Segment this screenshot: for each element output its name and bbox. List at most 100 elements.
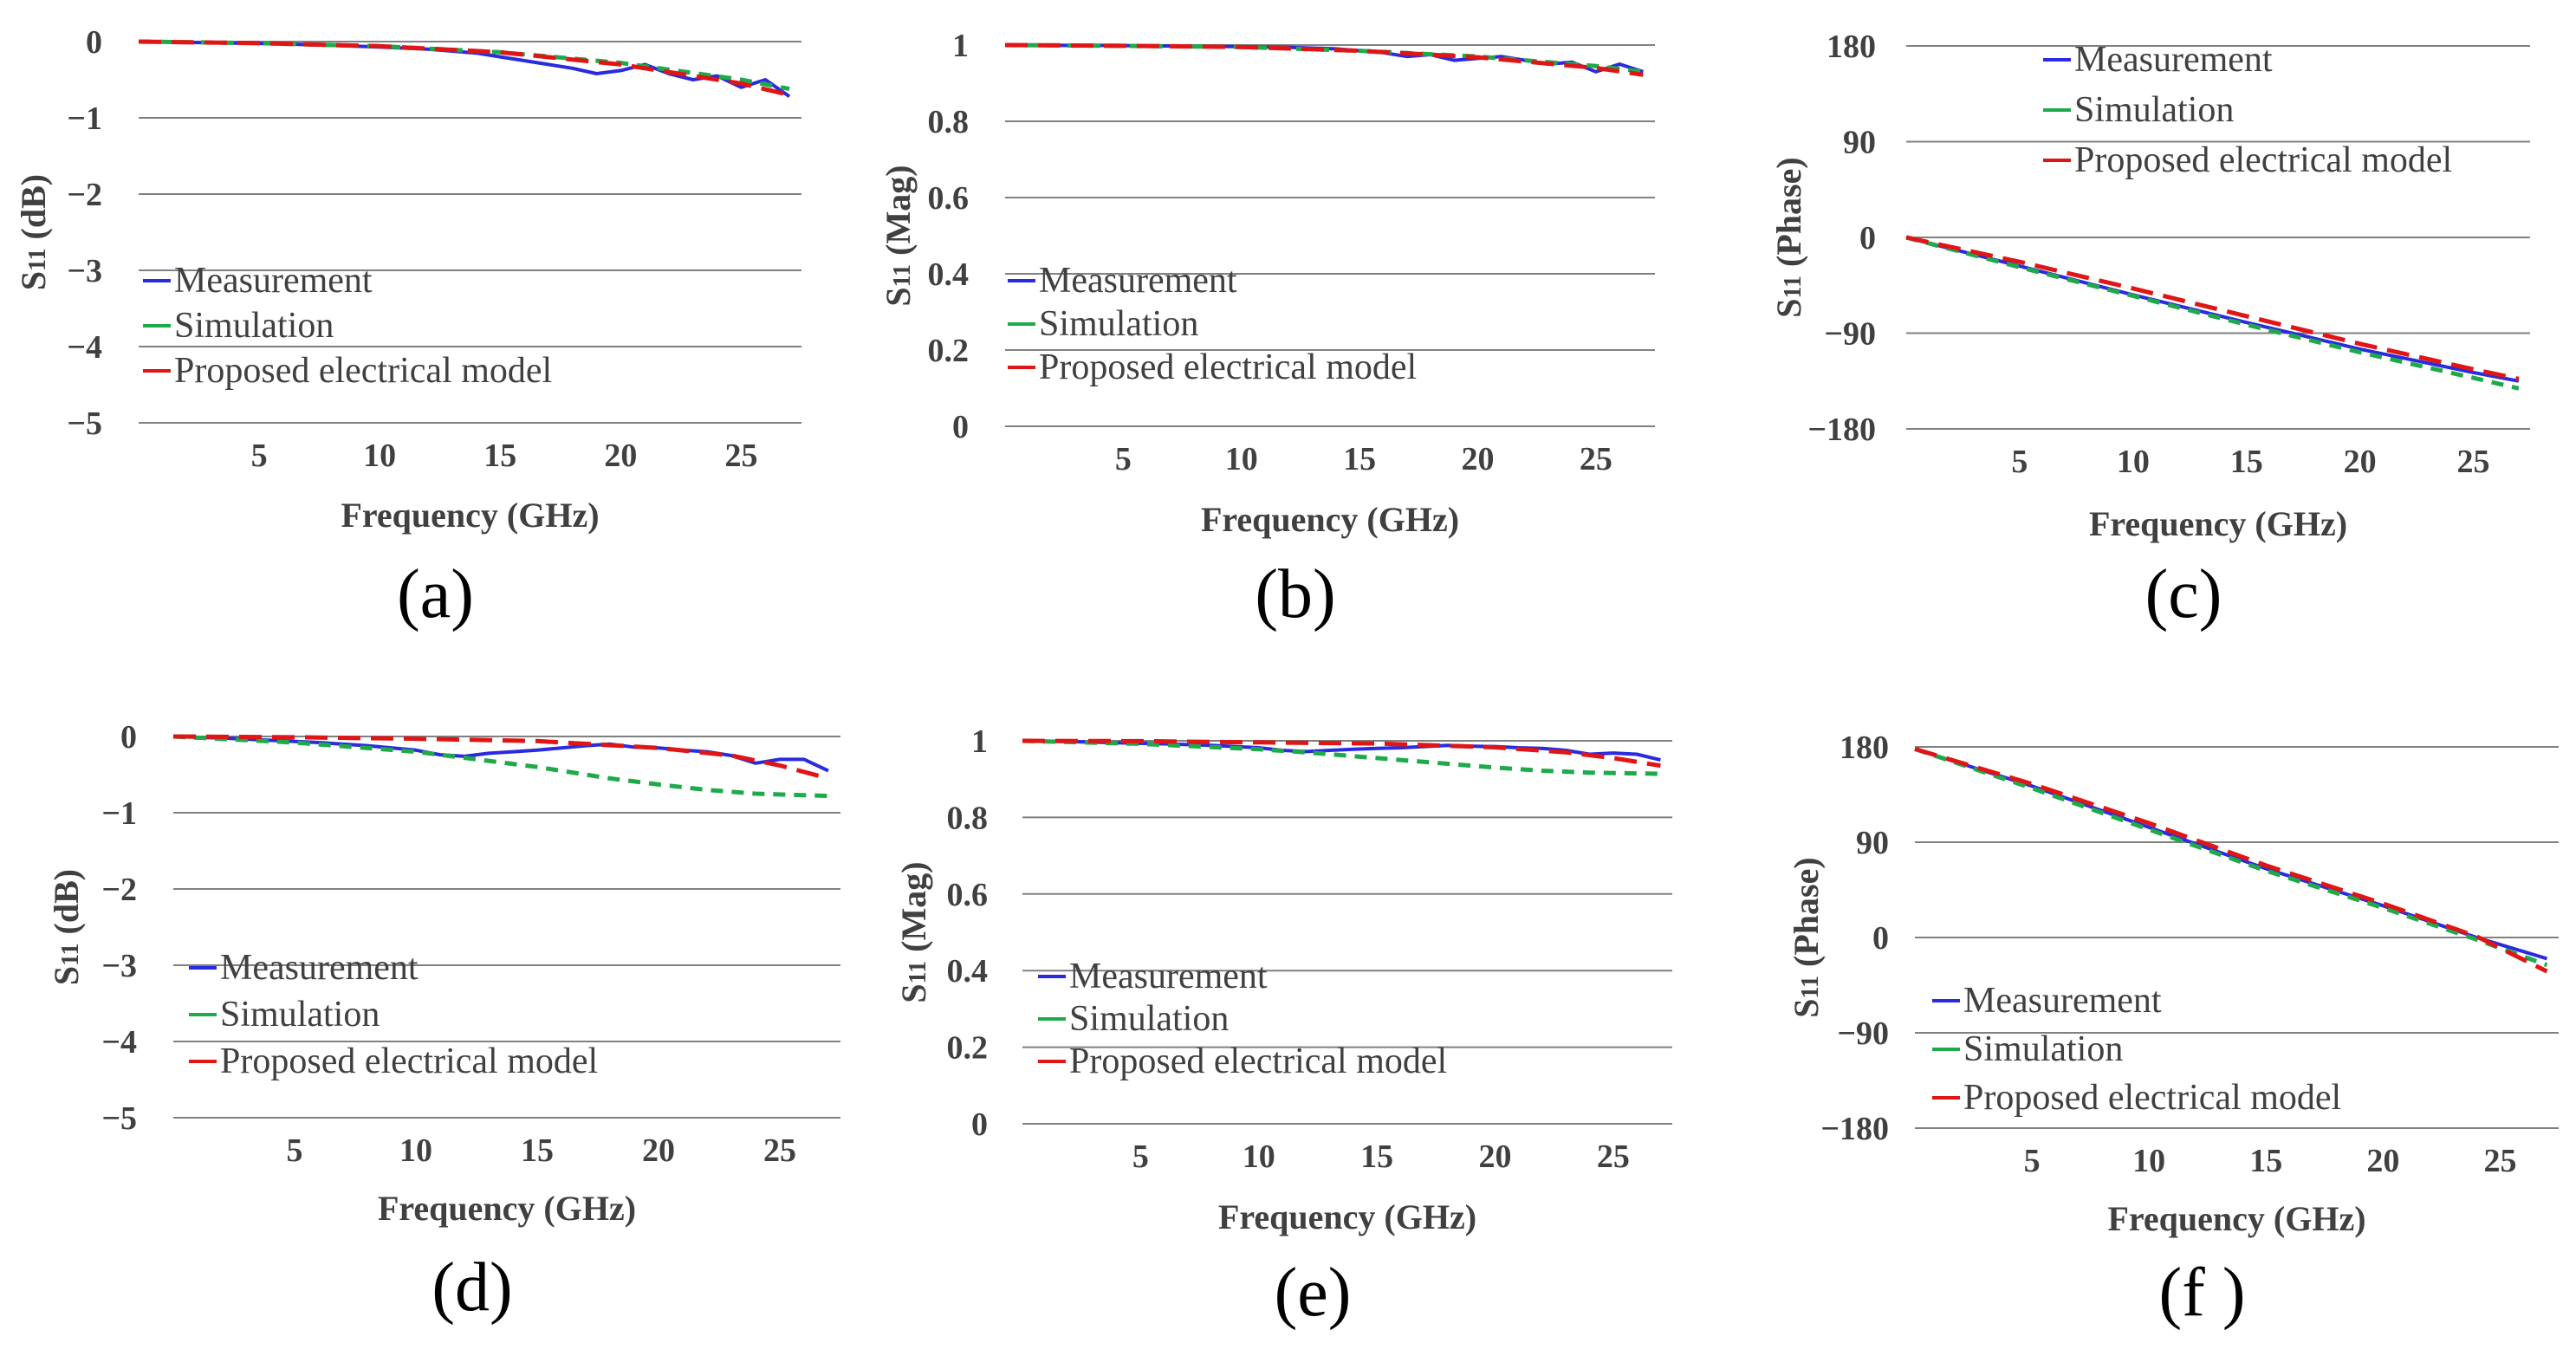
y-tick-label: −180	[1807, 412, 1876, 448]
y-tick-label: 180	[1840, 730, 1889, 766]
y-tick-label: 0.2	[947, 1030, 989, 1067]
panel-label: (c)	[2145, 556, 2222, 633]
chart-panel-4: 0 −1 −2 −3 −4 −5 5 10 15 20 25 Frequency (GHz) S11 (…	[47, 719, 840, 1326]
series-line-measurement	[1905, 236, 2520, 383]
y-axis-label: S11 (Phase)	[1769, 157, 1808, 317]
panel-label: (f )	[2159, 1255, 2246, 1331]
chart-panel-3: 180 90 0 −90 −180 5 10 15 20 25 Frequency (GHz) S11…	[1769, 29, 2530, 633]
series-line-model	[172, 734, 829, 781]
legend-entry: Measurement	[174, 261, 373, 301]
y-tick-label: −1	[101, 795, 137, 832]
x-tick-label: 10	[1243, 1139, 1275, 1175]
y-tick-label: 0.4	[928, 256, 970, 293]
y-tick-label: 0	[971, 1106, 988, 1143]
y-axis-label: S11 (Mag)	[879, 165, 918, 306]
y-tick-label: 0	[86, 24, 102, 61]
x-tick-label: 20	[1478, 1139, 1511, 1175]
x-tick-label: 25	[1597, 1139, 1630, 1175]
x-tick-label: 25	[763, 1132, 796, 1169]
x-tick-label: 10	[2117, 444, 2150, 480]
legend-entry: Simulation	[1039, 304, 1198, 344]
chart-panel-6: 180 90 0 −90 −180 5 10 15 20 25 Frequency (GHz) S11…	[1787, 730, 2559, 1331]
legend-entry: Proposed electrical model	[1039, 347, 1417, 387]
legend-entry: Measurement	[1039, 261, 1237, 301]
x-tick-label: 15	[483, 438, 516, 474]
legend-entry: Simulation	[1069, 999, 1229, 1039]
x-tick-label: 5	[1132, 1139, 1149, 1175]
legend-entry: Simulation	[174, 306, 334, 346]
y-axis-label: S11 (dB)	[47, 869, 86, 985]
x-tick-label: 15	[1343, 441, 1376, 477]
x-axis-label: Frequency (GHz)	[1201, 500, 1459, 539]
x-tick-label: 15	[2249, 1143, 2282, 1179]
legend-entry: Simulation	[220, 995, 380, 1035]
series-line-simulation	[1905, 235, 2520, 391]
y-tick-label: 0	[1859, 220, 1876, 256]
y-axis-label: S11 (Mag)	[894, 861, 933, 1002]
y-tick-label: 0.8	[928, 104, 970, 140]
legend-entry: Proposed electrical model	[1963, 1078, 2341, 1118]
x-tick-label: 25	[724, 438, 757, 474]
legend-entry: Simulation	[1963, 1029, 2123, 1069]
legend-entry: Measurement	[2074, 40, 2273, 80]
y-tick-label: −4	[67, 329, 102, 366]
y-axis-label: S11 (Phase)	[1787, 857, 1826, 1017]
y-tick-label: −5	[101, 1100, 137, 1137]
y-tick-label: 0.2	[928, 333, 970, 369]
series-line-simulation	[1914, 747, 2548, 968]
x-tick-label: 5	[251, 438, 268, 474]
legend-entry: Measurement	[220, 948, 419, 988]
x-tick-label: 20	[1461, 441, 1494, 477]
x-tick-label: 25	[1580, 441, 1612, 477]
legend-entry: Proposed electrical model	[2074, 140, 2452, 180]
y-tick-label: −90	[1824, 316, 1876, 353]
y-tick-label: 0.8	[947, 800, 989, 836]
y-tick-label: 1	[952, 28, 969, 64]
y-tick-label: −4	[101, 1024, 137, 1061]
y-axis-label: S11 (dB)	[14, 174, 53, 290]
legend-entry: Proposed electrical model	[1069, 1041, 1447, 1081]
series-line-model	[1905, 235, 2520, 381]
y-tick-label: −3	[101, 948, 137, 984]
y-tick-label: −2	[101, 872, 137, 908]
y-tick-label: −2	[67, 177, 102, 213]
series-line-measurement	[172, 735, 829, 773]
series-line-simulation	[1004, 42, 1644, 75]
legend-entry: Simulation	[2074, 90, 2234, 130]
x-tick-label: 10	[363, 438, 396, 474]
x-axis-label: Frequency (GHz)	[378, 1189, 636, 1228]
y-tick-label: 0	[952, 409, 969, 445]
x-tick-label: 20	[2366, 1143, 2399, 1179]
legend-entry: Proposed electrical model	[220, 1041, 598, 1081]
y-tick-label: −180	[1820, 1111, 1889, 1147]
x-tick-label: 20	[2344, 444, 2377, 480]
x-tick-label: 10	[1225, 441, 1258, 477]
x-tick-label: 10	[399, 1132, 432, 1169]
series-line-simulation	[1022, 738, 1661, 776]
y-tick-label: −1	[67, 101, 102, 137]
y-tick-label: 0.4	[947, 953, 989, 989]
series-line-model	[1022, 738, 1661, 769]
x-axis-label: Frequency (GHz)	[2107, 1199, 2365, 1238]
y-tick-label: 180	[1827, 29, 1876, 65]
x-tick-label: 5	[287, 1132, 303, 1169]
x-axis-label: Frequency (GHz)	[1218, 1197, 1476, 1236]
x-tick-label: 15	[521, 1132, 554, 1169]
x-tick-label: 10	[2132, 1143, 2165, 1179]
y-tick-label: 0.6	[947, 877, 989, 913]
y-tick-label: 90	[1856, 825, 1889, 861]
x-tick-label: 25	[2457, 444, 2490, 480]
series-line-simulation	[138, 39, 790, 92]
y-tick-label: 0.6	[928, 180, 970, 217]
y-tick-label: 0	[120, 719, 137, 756]
series-line-model	[1914, 747, 2548, 974]
x-tick-label: 5	[1115, 441, 1132, 477]
x-axis-label: Frequency (GHz)	[2089, 504, 2347, 543]
panel-label: (e)	[1275, 1255, 1352, 1331]
legend-entry: Proposed electrical model	[174, 351, 552, 391]
series-line-simulation	[172, 734, 829, 799]
x-tick-label: 15	[1360, 1139, 1393, 1175]
legend-entry: Measurement	[1963, 981, 2162, 1021]
